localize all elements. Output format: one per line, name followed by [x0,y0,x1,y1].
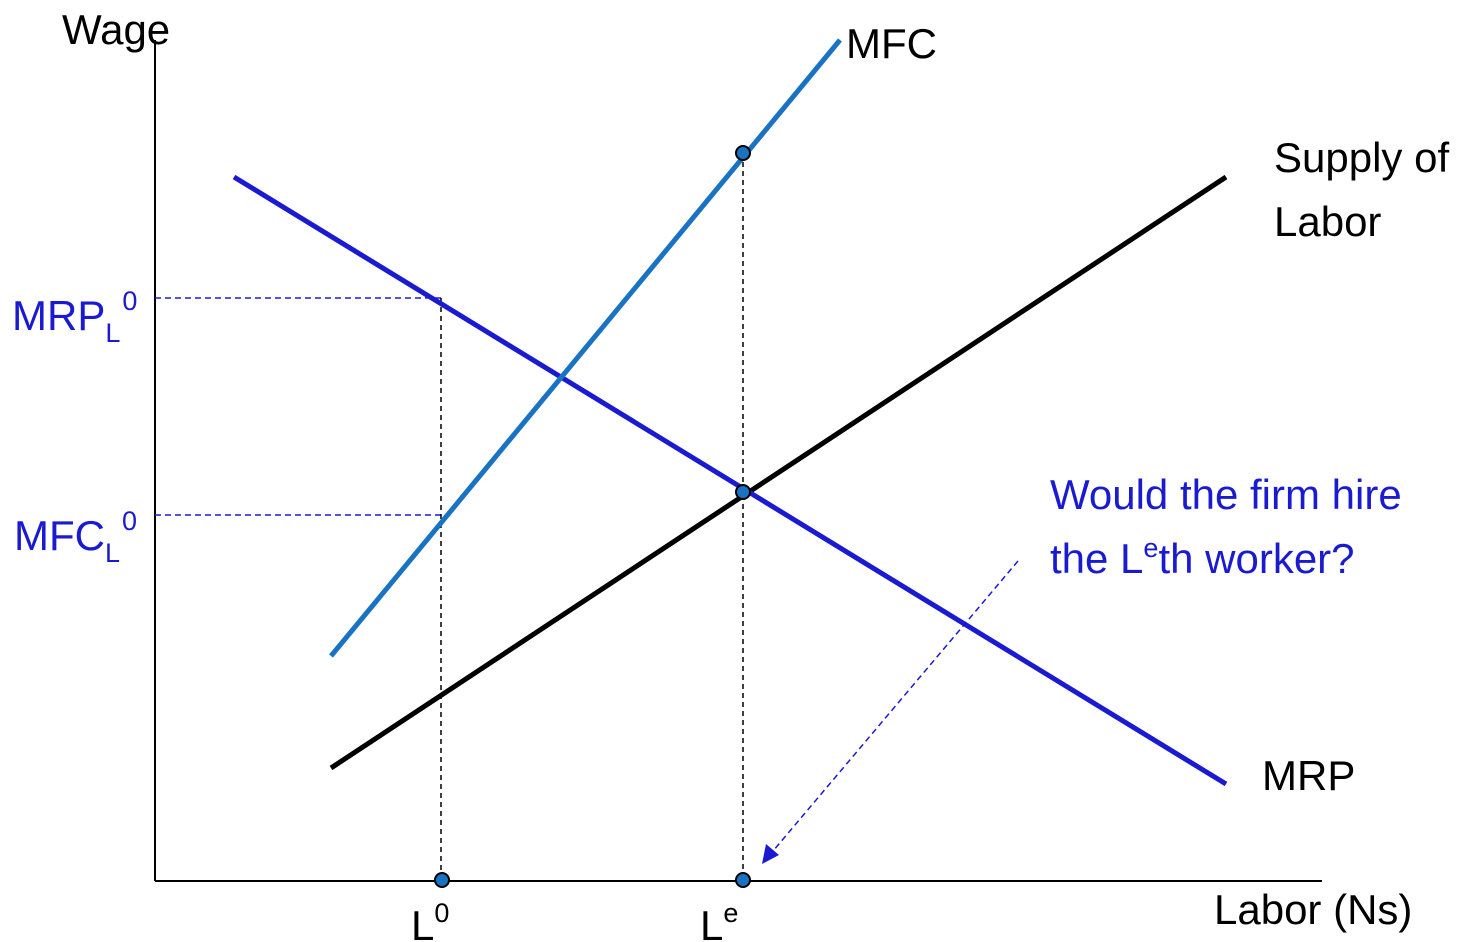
equilibrium-marker [735,484,751,500]
mfc-l0-tick-label: MFCL0 [14,506,137,568]
y-axis-label: Wage [62,6,170,53]
x-axis-label: Labor (Ns) [1214,886,1412,933]
mrp-l0-tick-label: MRPL0 [12,286,137,348]
mrp-curve-label: MRP [1262,752,1355,799]
annotation-arrow [772,560,1019,852]
mfc-at-le-marker [735,145,751,161]
le-axis-marker [735,872,751,888]
supply-label-line2: Labor [1274,198,1381,245]
mrp-curve [232,174,1228,787]
l0-axis-marker [434,872,450,888]
annotation-arrowhead [762,844,779,864]
mfc-curve [329,38,842,658]
mfc-curve-label: MFC [846,20,937,67]
l0-tick-label: L0 [411,898,449,942]
supply-curve [329,174,1228,771]
supply-label-line1: Supply of [1274,134,1449,181]
annotation-line1: Would the firm hire [1050,471,1402,518]
annotation-line2: the Leth worker? [1050,533,1355,582]
le-tick-label: Le [700,898,738,942]
